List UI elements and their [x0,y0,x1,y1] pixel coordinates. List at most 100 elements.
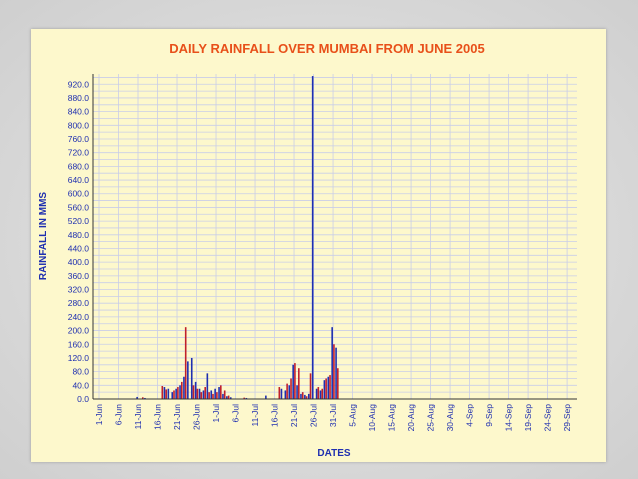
x-tick-label: 1-Jul [211,404,221,423]
y-tick-label: 480.0 [68,230,90,240]
bar-station-b-1-Jul [216,392,218,399]
bar-station-a-28-Jun [202,390,205,399]
bar-station-b-24-Jul [305,396,308,399]
y-tick-label: 840.0 [68,107,90,117]
y-tick-label: 680.0 [68,161,90,171]
bar-station-b-29-Jun [208,392,210,399]
bar-station-b-20-Jul [290,378,292,399]
bar-station-a-14-Jul [265,395,267,399]
bar-station-a-26-Jul [311,76,314,400]
x-tick-label: 16-Jun [153,404,163,430]
bar-station-a-25-Jul [307,393,310,399]
bar-station-b-12-Jun [141,397,144,399]
bar-station-b-30-Jun [212,393,214,399]
y-tick-label: 320.0 [68,285,90,295]
bar-station-b-19-Jul [286,383,288,399]
bar-station-a-18-Jun [163,387,166,399]
bar-station-a-5-Jul [229,397,232,399]
y-tick-label: 280.0 [68,298,90,308]
bar-station-a-21-Jun [175,388,177,399]
bar-station-a-20-Jul [288,385,291,399]
bar-station-b-23-Jul [301,392,304,399]
x-tick-label: 21-Jun [172,404,182,430]
bar-station-a-23-Jun [183,376,185,399]
bar-station-a-21-Jul [292,364,294,399]
x-tick-label: 6-Jul [231,404,241,423]
y-tick-label: 760.0 [68,134,90,144]
y-tick-label: 600.0 [68,189,90,199]
bar-station-a-20-Jun [171,392,174,399]
x-tick-label: 29-Sep [562,404,572,432]
bar-station-a-11-Jun [136,396,138,399]
y-axis-label: RAINFALL IN MMS [38,192,49,280]
bar-station-a-1-Jul [214,388,216,399]
y-tick-labels: 0.0 40.0 80.0 120.0 160.0 200.0 240.0 280.0 320.… [68,79,90,404]
bar-station-a-25-Jun [190,357,193,399]
bar-station-b-17-Jun [161,386,164,399]
bar-station-a-24-Jun [187,361,189,399]
bar-station-b-8-Jul [243,397,246,399]
y-tick-label: 360.0 [68,271,90,281]
bar-station-a-19-Jul [284,390,287,399]
y-tick-label: 720.0 [68,148,90,158]
y-tick-label: 400.0 [68,257,90,267]
bar-station-a-22-Jun [179,385,181,399]
bar-station-b-28-Jul [321,388,324,399]
bar-station-b-27-Jul [317,387,320,399]
bar-station-b-25-Jun [192,385,195,399]
bar-station-a-27-Jun [198,388,201,399]
bar-station-b-28-Jun [204,387,206,399]
y-tick-label: 640.0 [68,175,90,185]
bar-station-a-19-Jun [167,388,170,399]
x-tick-label: 25-Aug [426,404,436,432]
bar-station-b-20-Jun [173,390,175,399]
bar-station-a-29-Jun [206,373,209,399]
bar-station-a-9-Jul [245,397,248,399]
x-tick-label: 21-Jul [289,404,299,427]
bar-station-a-18-Jul [280,388,283,399]
y-tick-label: 240.0 [68,312,90,322]
y-tick-label: 200.0 [68,326,90,336]
rainfall-chart: DAILY RAINFALL OVER MUMBAI FROM JUNE 200… [38,41,577,459]
x-tick-label: 1-Jun [94,404,104,426]
bars-group [136,76,339,400]
bar-station-a-1-Aug [335,347,337,399]
x-tick-label: 19-Sep [523,404,533,432]
x-tick-label: 14-Sep [504,404,514,432]
y-tick-label: 560.0 [68,202,90,212]
plot-area [93,74,577,399]
y-tick-label: 920.0 [68,79,90,89]
x-tick-label: 16-Jul [270,404,280,427]
x-tick-label: 30-Aug [445,404,455,432]
bar-station-a-29-Jul [323,380,326,399]
x-tick-label: 15-Aug [387,404,397,432]
x-tick-label: 11-Jun [133,404,143,430]
bar-station-a-3-Jul [222,393,224,399]
bar-station-b-30-Jul [329,375,331,399]
bar-station-a-30-Jun [210,390,213,399]
x-tick-label: 26-Jun [192,404,202,430]
bar-station-a-28-Jul [319,390,322,399]
bar-station-b-26-Jun [196,388,199,399]
bar-station-b-25-Jul [309,373,312,399]
y-tick-label: 160.0 [68,339,90,349]
x-tick-labels: 1-Jun 6-Jun 11-Jun 16-Jun 21-Jun 26-Jun 1-Jul 6… [94,404,572,432]
bar-station-b-21-Jun [177,387,179,399]
bar-station-a-13-Jun [144,397,146,399]
y-tick-label: 520.0 [68,216,90,226]
bar-station-a-23-Jul [300,393,302,399]
y-tick-label: 80.0 [72,367,89,377]
bar-station-a-26-Jun [194,381,197,399]
bar-station-a-30-Jul [327,376,330,399]
bar-station-a-24-Jul [304,394,306,399]
x-tick-label: 26-Jul [309,404,319,427]
x-tick-label: 24-Sep [543,404,553,432]
x-tick-label: 9-Sep [484,404,494,427]
bar-station-b-3-Jul [223,390,226,399]
bar-station-b-18-Jun [165,389,167,399]
x-tick-label: 11-Jul [250,404,260,427]
bar-station-b-31-Jul [333,344,335,399]
bar-station-b-29-Jul [325,378,327,399]
bar-station-b-21-Jul [294,363,296,399]
bar-station-b-1-Aug [337,368,339,399]
